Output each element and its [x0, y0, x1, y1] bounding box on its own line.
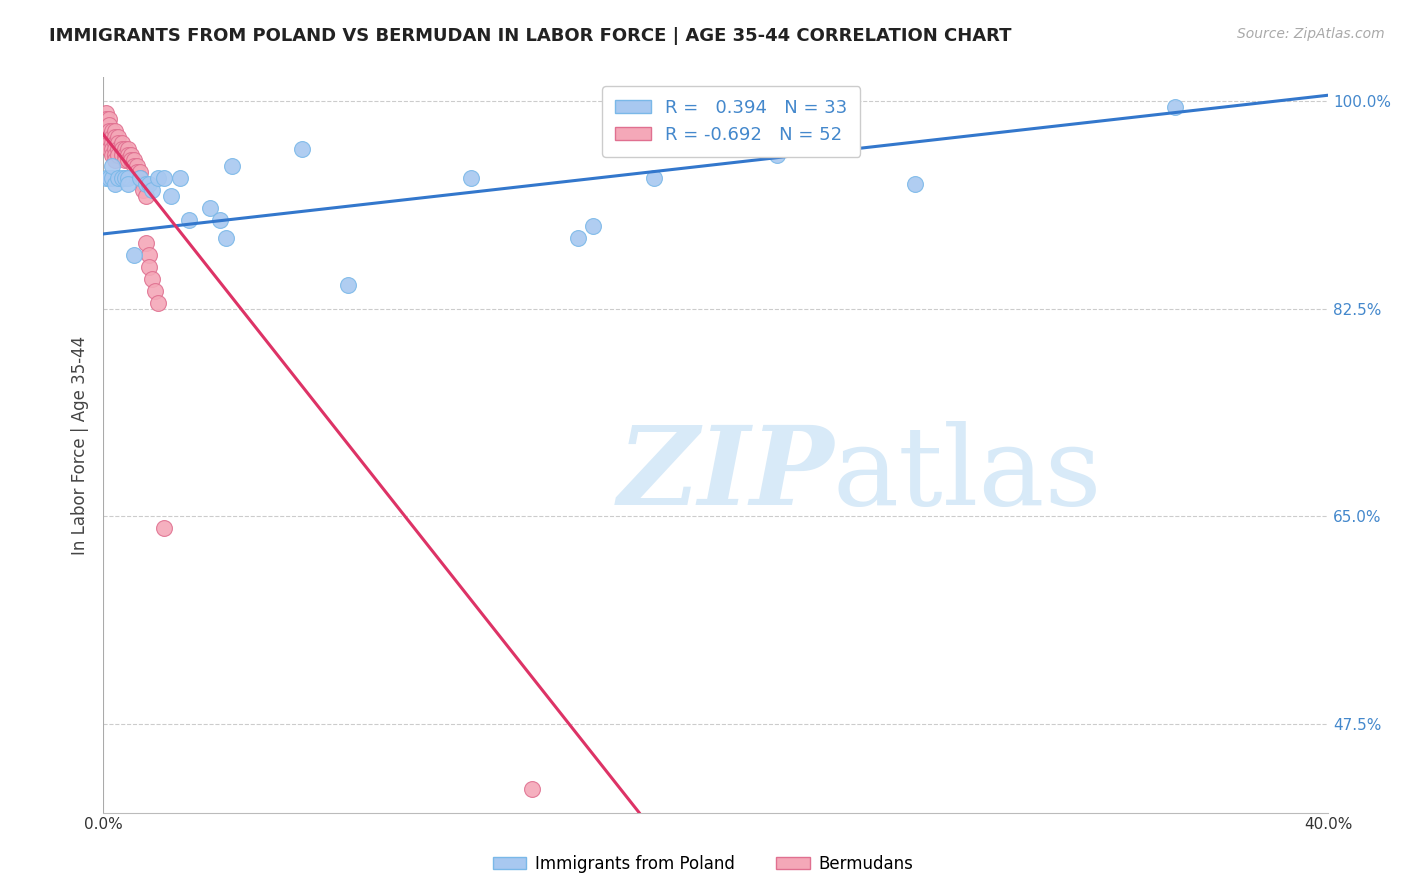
Point [104, 142, 127, 156]
Point [1164, 100, 1187, 114]
Point [104, 129, 127, 144]
Point [96, 112, 118, 126]
Point [104, 177, 127, 191]
Point [208, 212, 231, 227]
Point [153, 521, 176, 535]
Point [98, 136, 121, 150]
Point [101, 147, 124, 161]
Point [114, 171, 136, 186]
Point [460, 171, 482, 186]
Point [120, 147, 142, 161]
Text: IMMIGRANTS FROM POLAND VS BERMUDAN IN LABOR FORCE | AGE 35-44 CORRELATION CHART: IMMIGRANTS FROM POLAND VS BERMUDAN IN LA… [49, 27, 1012, 45]
Point [98, 124, 121, 138]
Point [128, 165, 150, 179]
Point [141, 272, 163, 286]
Point [107, 136, 129, 150]
Point [114, 142, 136, 156]
Point [567, 230, 589, 244]
Point [904, 177, 927, 191]
Point [104, 147, 127, 161]
Point [159, 189, 181, 203]
Point [98, 118, 121, 132]
Point [101, 136, 124, 150]
Point [148, 171, 170, 186]
Point [107, 142, 129, 156]
Point [125, 165, 148, 179]
Point [766, 147, 789, 161]
Y-axis label: In Labor Force | Age 35-44: In Labor Force | Age 35-44 [72, 335, 89, 555]
Point [643, 171, 665, 186]
Point [135, 236, 157, 251]
Point [117, 177, 139, 191]
Point [138, 248, 160, 262]
Point [98, 112, 121, 126]
Point [214, 230, 236, 244]
Point [200, 201, 222, 215]
Point [169, 171, 191, 186]
Point [98, 171, 121, 186]
Point [221, 160, 243, 174]
Legend: R =   0.394   N = 33, R = -0.692   N = 52: R = 0.394 N = 33, R = -0.692 N = 52 [602, 87, 860, 157]
Point [96, 106, 118, 120]
Point [135, 177, 157, 191]
Point [122, 248, 145, 262]
Point [337, 277, 360, 292]
Point [125, 160, 148, 174]
Text: Source: ZipAtlas.com: Source: ZipAtlas.com [1237, 27, 1385, 41]
Point [122, 153, 145, 168]
Point [135, 189, 157, 203]
Point [143, 284, 166, 298]
Point [122, 160, 145, 174]
Point [114, 147, 136, 161]
Point [110, 147, 132, 161]
Point [148, 295, 170, 310]
Point [177, 212, 200, 227]
Point [132, 183, 155, 197]
Point [291, 142, 314, 156]
Point [110, 142, 132, 156]
Point [117, 142, 139, 156]
Point [96, 171, 118, 186]
Text: atlas: atlas [832, 421, 1102, 528]
Point [107, 147, 129, 161]
Point [104, 136, 127, 150]
Point [101, 124, 124, 138]
Point [107, 171, 129, 186]
Point [110, 136, 132, 150]
Legend: Immigrants from Poland, Bermudans: Immigrants from Poland, Bermudans [486, 848, 920, 880]
Point [96, 124, 118, 138]
Point [104, 153, 127, 168]
Point [104, 124, 127, 138]
Point [117, 147, 139, 161]
Point [153, 171, 176, 186]
Point [101, 160, 124, 174]
Point [138, 260, 160, 274]
Point [114, 153, 136, 168]
Point [101, 171, 124, 186]
Point [141, 183, 163, 197]
Point [107, 129, 129, 144]
Text: ZIP: ZIP [617, 421, 834, 528]
Point [520, 781, 543, 796]
Point [138, 177, 160, 191]
Point [582, 219, 605, 233]
Point [132, 177, 155, 191]
Point [117, 171, 139, 186]
Point [98, 129, 121, 144]
Point [117, 153, 139, 168]
Point [110, 171, 132, 186]
Point [128, 171, 150, 186]
Point [101, 129, 124, 144]
Point [98, 142, 121, 156]
Point [128, 171, 150, 186]
Point [101, 142, 124, 156]
Point [120, 153, 142, 168]
